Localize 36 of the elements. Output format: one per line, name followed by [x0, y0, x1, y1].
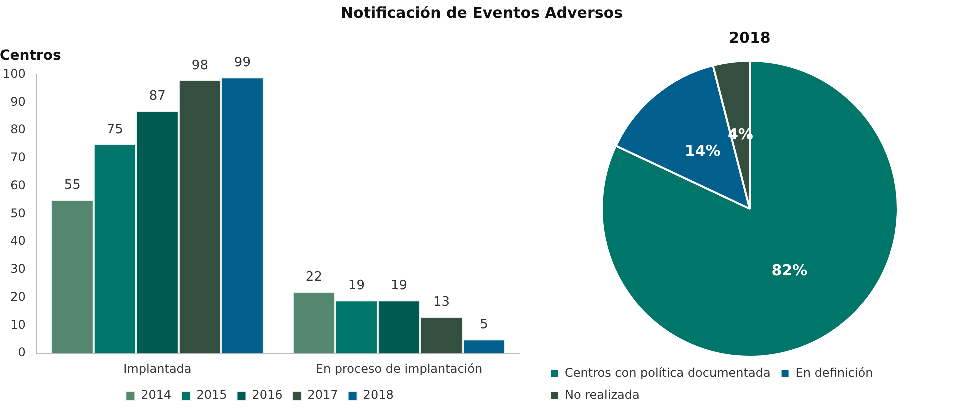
- legend-label: No realizada: [565, 388, 640, 402]
- data-label: 98: [192, 58, 208, 74]
- y-tick-label: 90: [10, 94, 26, 109]
- legend-label: 2017: [308, 388, 338, 402]
- y-tick-label: 0: [18, 346, 26, 360]
- data-label: 99: [234, 55, 251, 70]
- x-tick-label: En proceso de implantación: [316, 362, 483, 376]
- y-tick-label: 60: [10, 178, 26, 192]
- y-tick-label: 30: [10, 262, 26, 276]
- data-label: 82%: [772, 261, 808, 280]
- chart-title: Notificación de Eventos Adversos: [340, 4, 624, 22]
- legend-label: 2016: [252, 388, 283, 402]
- y-tick-label: 20: [10, 290, 26, 304]
- data-label: 87: [149, 88, 166, 104]
- x-tick-label: Implantada: [124, 362, 192, 376]
- y-tick-label: 80: [10, 122, 26, 137]
- legend-label: 2015: [196, 388, 228, 402]
- chart-title: 2018: [729, 28, 771, 47]
- legend-label: En definición: [796, 366, 874, 380]
- data-label: 14%: [684, 142, 721, 160]
- y-tick-label: 10: [10, 318, 26, 332]
- data-label: 22: [306, 270, 322, 286]
- data-label: 75: [106, 122, 124, 138]
- y-tick-label: 40: [10, 234, 26, 248]
- y-tick-label: 100: [3, 66, 26, 81]
- data-label: 55: [64, 178, 81, 194]
- y-axis-title: Centros: [0, 48, 62, 64]
- data-label: 19: [348, 278, 365, 294]
- legend-label: 2014: [141, 388, 172, 402]
- legend-label: Centros con política documentada: [565, 366, 771, 380]
- legend-label: 2018: [363, 388, 394, 402]
- data-label: 5: [480, 318, 488, 333]
- y-tick-label: 50: [10, 206, 26, 220]
- data-label: 13: [433, 295, 450, 310]
- y-tick-label: 70: [10, 150, 26, 165]
- data-label: 19: [390, 278, 408, 294]
